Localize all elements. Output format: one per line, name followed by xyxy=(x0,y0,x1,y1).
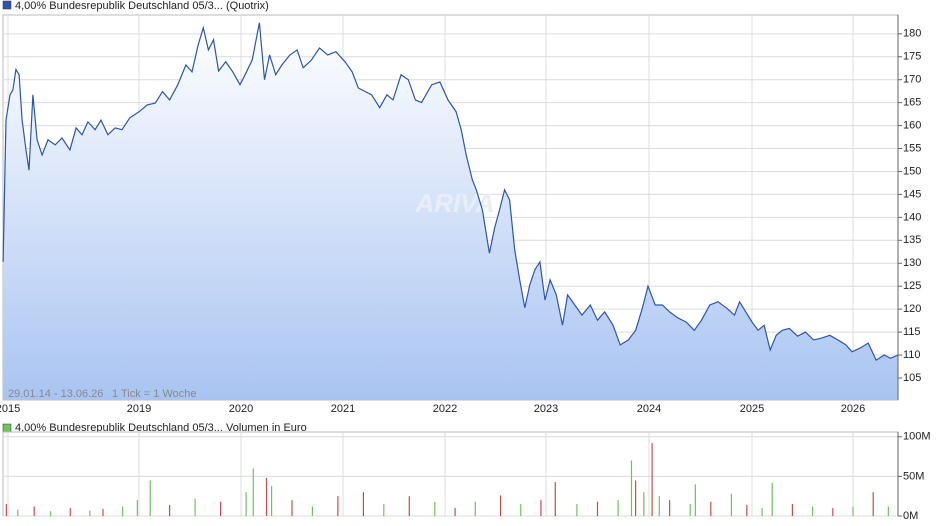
y-tick-label: 0M xyxy=(903,510,918,522)
y-tick-label: 50M xyxy=(903,470,924,482)
y-tick-label: 130 xyxy=(903,257,921,269)
x-tick-label: 2021 xyxy=(331,403,355,415)
y-tick-label: 145 xyxy=(903,188,921,200)
x-tick-label: 2019 xyxy=(127,403,151,415)
plot-area xyxy=(2,431,899,517)
x-tick-label: 2026 xyxy=(841,403,865,415)
legend-label: 4,00% Bundesrepublik Deutschland 05/3...… xyxy=(15,0,269,12)
annotation: 1 Tick = 1 Woche xyxy=(112,388,196,400)
price-line xyxy=(2,22,899,361)
y-tick-label: 150 xyxy=(903,165,921,177)
y-tick-label: 170 xyxy=(903,74,921,86)
x-tick-label: 2025 xyxy=(740,403,764,415)
y-tick-label: 155 xyxy=(903,142,921,154)
x-tick-label: 2020 xyxy=(229,403,253,415)
annotation: 29.01.14 - 13.06.26 xyxy=(8,388,103,400)
y-tick-label: 165 xyxy=(903,97,921,109)
y-tick-label: 160 xyxy=(903,119,921,131)
y-tick-label: 135 xyxy=(903,234,921,246)
y-tick-label: 105 xyxy=(903,372,921,384)
y-tick-label: 115 xyxy=(903,326,921,338)
y-tick-label: 175 xyxy=(903,51,921,63)
y-tick-label: 125 xyxy=(903,280,921,292)
x-tick-label: 2024 xyxy=(637,403,661,415)
y-tick-label: 120 xyxy=(903,303,921,315)
legend-swatch xyxy=(2,0,12,10)
legend-label: 4,00% Bundesrepublik Deutschland 05/3...… xyxy=(15,422,307,434)
y-tick-label: 100M xyxy=(903,431,931,443)
watermark: ARIVA xyxy=(415,188,495,218)
x-tick-label: 2015 xyxy=(0,403,20,415)
x-tick-label: 2022 xyxy=(433,403,457,415)
area-fill xyxy=(3,22,899,401)
x-tick-label: 2023 xyxy=(534,403,558,415)
y-tick-label: 180 xyxy=(903,28,921,40)
legend-swatch xyxy=(2,423,12,433)
y-tick-label: 110 xyxy=(903,349,921,361)
y-tick-label: 140 xyxy=(903,211,921,223)
